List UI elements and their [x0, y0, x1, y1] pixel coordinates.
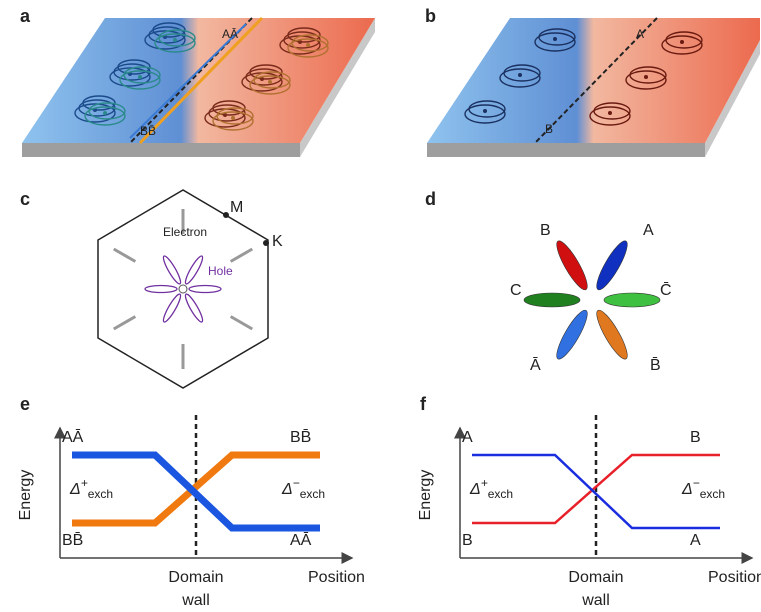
- wall-label: wall: [181, 592, 210, 609]
- wall-label: Domain: [168, 569, 223, 586]
- delta-symbol: Δ: [281, 481, 293, 498]
- edge-label: BB̄: [140, 124, 156, 138]
- panel-b: b A B: [425, 6, 760, 157]
- orbit-center: [608, 111, 612, 115]
- edge-label: A: [636, 27, 644, 41]
- valley-line: [231, 249, 253, 262]
- orbit-center: [553, 37, 557, 41]
- panel-letter: f: [420, 394, 427, 414]
- hole-pocket: [183, 292, 205, 323]
- figure: a AĀ BB̄ b A B c M K Electron Hole d BAC…: [0, 0, 761, 612]
- delta-sup: +: [481, 476, 488, 490]
- m-point: [223, 212, 229, 218]
- gamma: [179, 285, 187, 293]
- valley-line: [114, 249, 136, 262]
- panel-letter: d: [425, 189, 436, 209]
- delta-label: Δ−exch: [281, 476, 325, 501]
- delta-sub: exch: [88, 487, 113, 501]
- slab-side: [22, 143, 300, 157]
- panel-e: eEnergyPositionDomainwallAĀBB̄BB̄AĀΔ+exc…: [17, 394, 365, 609]
- lobe-label: C: [510, 282, 522, 299]
- panel-letter: c: [20, 189, 30, 209]
- valleys: B A C C̄ Ā B̄: [510, 222, 672, 374]
- panel-d: d B A C C̄ Ā B̄: [425, 189, 672, 374]
- panel-letter: e: [20, 394, 30, 414]
- valley-line: [231, 317, 253, 330]
- delta-symbol: Δ: [469, 481, 481, 498]
- delta-label: Δ+exch: [69, 476, 113, 501]
- delta-symbol: Δ: [681, 481, 693, 498]
- x-axis-label: Position: [708, 569, 761, 586]
- orbit-center: [138, 75, 142, 79]
- lobe-label: B: [540, 222, 551, 239]
- y-axis-label: Energy: [17, 470, 34, 521]
- panel-a: a AĀ BB̄: [20, 6, 375, 157]
- orbit-center: [518, 73, 522, 77]
- orbit-center: [103, 111, 107, 115]
- delta-label: Δ+exch: [469, 476, 513, 501]
- valley-lobe: [592, 307, 632, 362]
- lobe-label: C̄: [660, 282, 672, 299]
- delta-sub: exch: [488, 487, 513, 501]
- valley-lobe: [604, 293, 660, 307]
- valley-lobe: [592, 238, 632, 293]
- hole-pocket: [161, 254, 183, 285]
- panel-letter: b: [425, 6, 436, 26]
- lobe-label: B̄: [650, 357, 661, 374]
- panel-letter: a: [20, 6, 31, 26]
- wall-label: Domain: [568, 569, 623, 586]
- delta-sub: exch: [300, 487, 325, 501]
- delta-sup: −: [693, 476, 700, 490]
- delta-sub: exch: [700, 487, 725, 501]
- x-axis-label: Position: [308, 569, 365, 586]
- hole-pocket: [183, 254, 205, 285]
- wall-label: wall: [581, 592, 610, 609]
- orbit-center: [644, 75, 648, 79]
- valley-lobe: [552, 307, 592, 362]
- orbit-center: [306, 43, 310, 47]
- orbit-center: [173, 38, 177, 42]
- orbit-center: [268, 80, 272, 84]
- orbit-center: [680, 40, 684, 44]
- state-label: B: [462, 532, 473, 549]
- state-label: BB̄: [290, 429, 311, 446]
- state-label: AĀ: [62, 428, 84, 446]
- delta-symbol: Δ: [69, 481, 81, 498]
- valley-lobe: [552, 238, 592, 293]
- edge-label: AĀ: [222, 27, 238, 41]
- lobe-label: A: [643, 222, 654, 239]
- hole-label: Hole: [208, 264, 233, 278]
- orbit-center: [483, 109, 487, 113]
- delta-sup: −: [293, 476, 300, 490]
- delta-label: Δ−exch: [681, 476, 725, 501]
- k-point: [263, 240, 269, 246]
- y-axis-label: Energy: [417, 470, 434, 521]
- slab-side: [427, 143, 705, 157]
- state-label: B: [690, 429, 701, 446]
- edge-label: B: [545, 122, 553, 136]
- point-label: K: [272, 233, 283, 250]
- hole-pocket: [189, 286, 221, 293]
- state-label: AĀ: [290, 531, 312, 549]
- valley-lobe: [524, 293, 580, 307]
- lobe-label: Ā: [530, 356, 541, 374]
- slab-top: [427, 18, 760, 143]
- state-label: A: [690, 532, 701, 549]
- orbit-center: [231, 116, 235, 120]
- panel-c: c M K Electron Hole: [20, 189, 283, 388]
- valley-line: [114, 317, 136, 330]
- state-label: A: [462, 429, 473, 446]
- hole-pocket: [161, 292, 183, 323]
- hole-pocket: [145, 286, 177, 293]
- point-label: M: [230, 199, 243, 216]
- state-label: BB̄: [62, 532, 83, 549]
- delta-sup: +: [81, 476, 88, 490]
- electron-label: Electron: [163, 225, 207, 239]
